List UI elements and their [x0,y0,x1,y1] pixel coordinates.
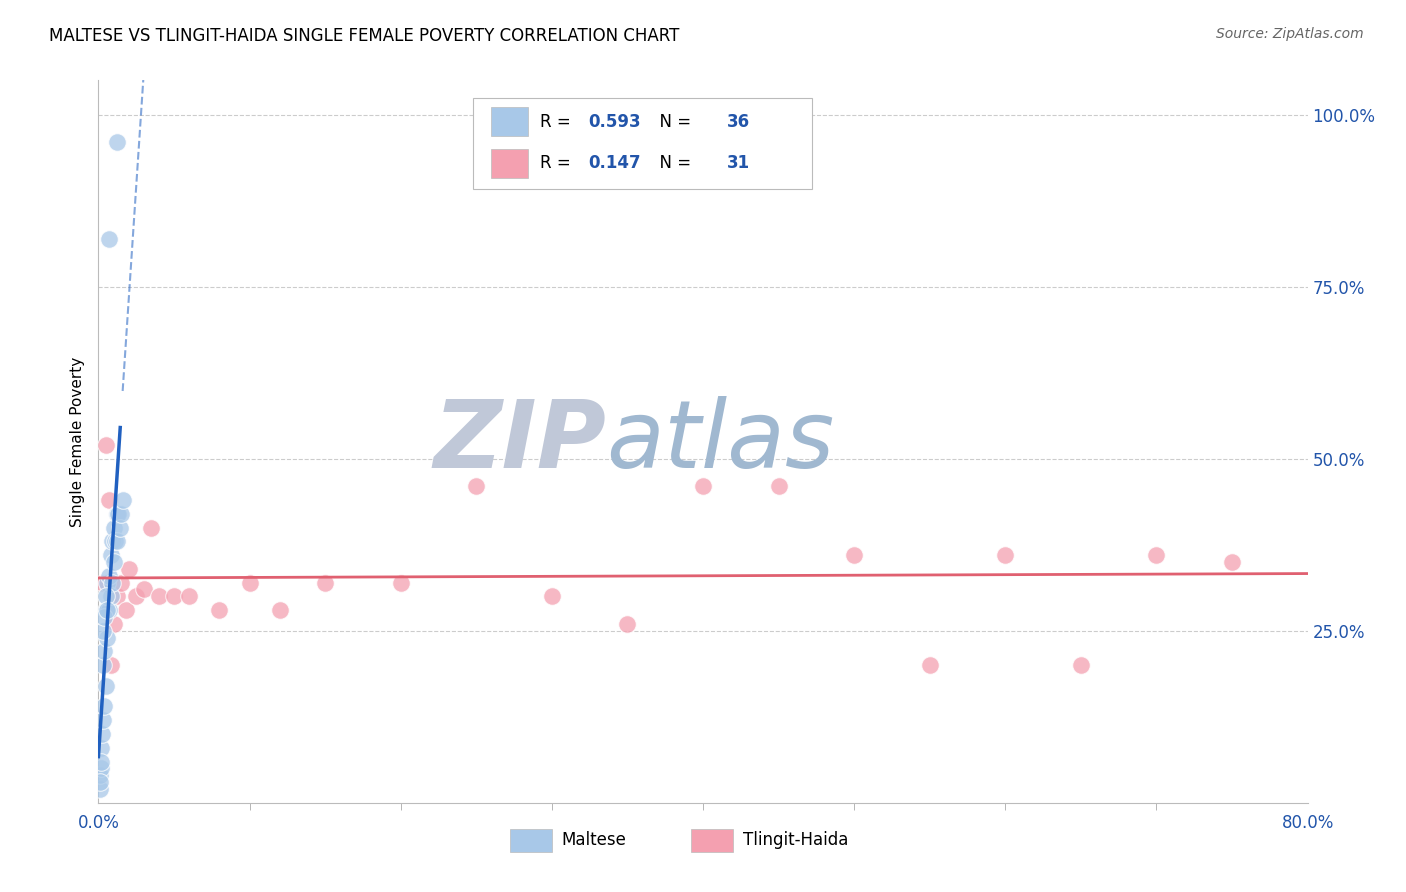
Text: Maltese: Maltese [561,831,627,849]
Text: 0.147: 0.147 [588,154,641,172]
Point [100,548,122,562]
Point [208,603,231,617]
Point [91,713,114,727]
Point [91,727,114,741]
Point [1144,548,1167,562]
Point [94,603,117,617]
Point [107,507,129,521]
Point [125,590,148,604]
Point [98,568,121,582]
Text: ZIP: ZIP [433,395,606,488]
Point [91,575,114,590]
Point [110,575,132,590]
Point [465,479,488,493]
Point [692,479,714,493]
Point [96,631,118,645]
Point [918,658,941,673]
Point [94,438,117,452]
Point [105,590,128,604]
Y-axis label: Single Female Poverty: Single Female Poverty [69,357,84,526]
Point [768,479,790,493]
Point [89,768,111,782]
Text: 36: 36 [727,112,751,131]
Point [269,603,291,617]
Point [91,624,114,638]
Point [314,575,336,590]
FancyBboxPatch shape [492,149,527,178]
Point [103,616,125,631]
Point [91,658,114,673]
Point [389,575,412,590]
Point [93,644,115,658]
Point [105,534,128,549]
Point [105,135,128,149]
FancyBboxPatch shape [509,829,551,852]
Text: R =: R = [540,154,576,172]
Text: 0.593: 0.593 [588,112,641,131]
Text: N =: N = [648,154,696,172]
Point [104,534,127,549]
Point [105,507,128,521]
Text: atlas: atlas [606,396,835,487]
Text: N =: N = [648,112,696,131]
Point [239,575,262,590]
Point [94,590,117,604]
Point [163,590,186,604]
Point [110,507,132,521]
FancyBboxPatch shape [690,829,734,852]
Point [101,534,124,549]
Text: Tlingit-Haida: Tlingit-Haida [742,831,848,849]
Point [90,740,112,755]
Point [90,761,112,775]
Point [108,520,131,534]
Point [994,548,1017,562]
Point [616,616,638,631]
Point [1220,555,1243,569]
Text: R =: R = [540,112,576,131]
Point [179,590,201,604]
Point [93,699,115,714]
Point [98,231,121,245]
Point [96,603,118,617]
Point [1070,658,1092,673]
Text: 31: 31 [727,154,751,172]
FancyBboxPatch shape [474,98,811,189]
Text: MALTESE VS TLINGIT-HAIDA SINGLE FEMALE POVERTY CORRELATION CHART: MALTESE VS TLINGIT-HAIDA SINGLE FEMALE P… [49,27,679,45]
Point [93,610,115,624]
Point [98,493,121,508]
Point [90,755,112,769]
Point [114,603,136,617]
Point [540,590,562,604]
Point [96,575,118,590]
Point [141,520,163,534]
Point [103,520,125,534]
FancyBboxPatch shape [492,107,527,136]
Point [89,782,111,797]
Point [100,658,122,673]
Point [89,775,111,789]
Point [148,590,170,604]
Point [101,575,124,590]
Point [844,548,866,562]
Point [132,582,155,597]
Point [111,493,134,508]
Point [118,562,141,576]
Point [94,679,117,693]
Point [100,590,122,604]
Point [103,555,125,569]
Point [98,603,121,617]
Text: Source: ZipAtlas.com: Source: ZipAtlas.com [1216,27,1364,41]
